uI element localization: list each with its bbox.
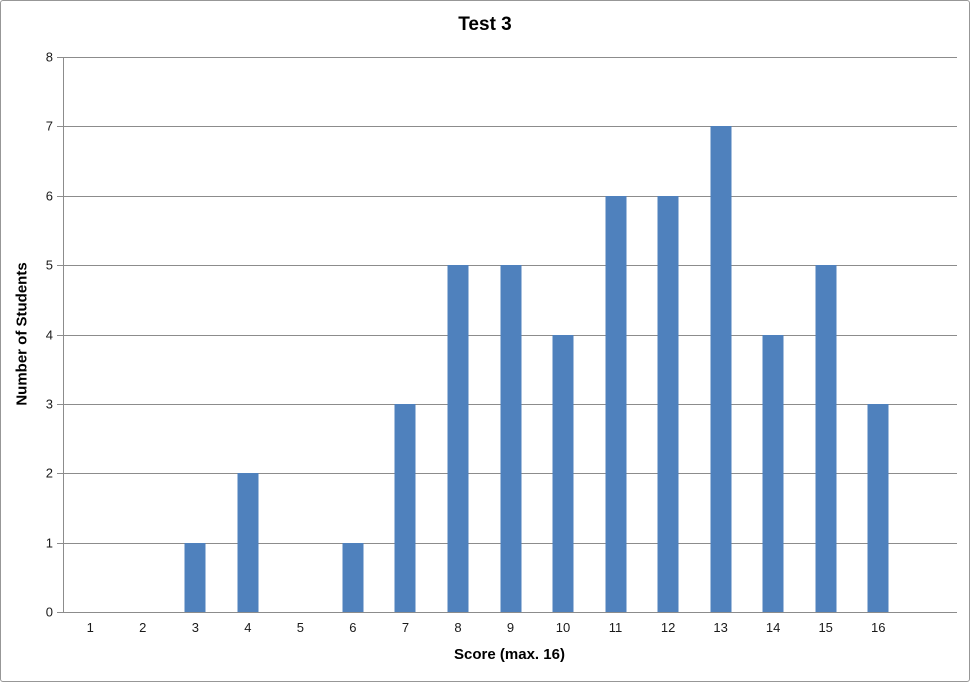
x-tick-label-8: 8 (454, 620, 462, 635)
bar-score-9 (500, 265, 521, 612)
y-axis-tick-marks (57, 57, 63, 613)
x-tick-label-6: 6 (349, 620, 357, 635)
y-tick-label-3: 3 (45, 396, 53, 412)
bar-score-14 (762, 334, 784, 612)
x-tick-label-7: 7 (401, 620, 410, 635)
x-axis-labels: 1 2 3 4 5 6 7 8 9 10 11 12 13 14 15 16 (64, 621, 957, 639)
bar-score-12 (657, 195, 679, 612)
bar-score-13 (710, 126, 732, 612)
y-axis-labels: 0 1 2 3 4 5 6 7 8 (1, 51, 53, 619)
bar-score-4 (237, 473, 259, 612)
y-tick-mark-0 (57, 612, 63, 613)
x-tick-label-10: 10 (555, 620, 571, 635)
y-tick-mark-6 (57, 195, 63, 197)
bar-score-11 (605, 195, 627, 612)
y-tick-mark-8 (57, 57, 63, 58)
y-tick-mark-4 (57, 334, 63, 336)
y-tick-label-6: 6 (45, 188, 53, 204)
y-tick-label-2: 2 (45, 465, 53, 481)
y-tick-label-8: 8 (45, 49, 53, 65)
gridline-y-8 (64, 57, 957, 58)
bar-score-16 (867, 403, 889, 612)
y-tick-mark-3 (57, 403, 63, 405)
bar-score-8 (447, 265, 469, 612)
x-tick-label-14: 14 (765, 620, 781, 635)
y-tick-mark-2 (57, 473, 63, 475)
y-tick-mark-7 (57, 126, 63, 128)
x-tick-label-13: 13 (713, 620, 728, 635)
x-tick-label-4: 4 (244, 620, 252, 635)
x-tick-label-3: 3 (191, 620, 199, 635)
x-axis-title: Score (max. 16) (454, 646, 565, 663)
chart-title: Test 3 (458, 14, 512, 35)
x-tick-label-15: 15 (818, 620, 833, 635)
y-tick-mark-1 (57, 542, 63, 544)
y-tick-label-0: 0 (45, 604, 53, 620)
x-tick-label-11: 11 (608, 620, 623, 635)
y-tick-label-7: 7 (45, 118, 53, 134)
bar-score-15 (815, 265, 837, 612)
x-tick-label-5: 5 (296, 620, 304, 635)
y-tick-mark-5 (57, 265, 63, 267)
x-tick-label-1: 1 (86, 620, 94, 635)
bar-score-10 (552, 334, 574, 612)
x-tick-label-12: 12 (660, 620, 676, 635)
x-tick-label-16: 16 (870, 620, 886, 635)
y-tick-label-1: 1 (45, 535, 53, 551)
bar-score-6 (342, 542, 364, 612)
gridline-y-7 (64, 126, 957, 128)
y-tick-label-5: 5 (45, 257, 53, 273)
plot-area (63, 57, 957, 613)
bar-score-3 (184, 542, 206, 612)
y-axis-title: Number of Students (13, 262, 31, 406)
x-tick-label-9: 9 (506, 620, 515, 635)
bar-score-7 (394, 403, 416, 612)
gridline-y-6 (64, 195, 957, 197)
y-tick-label-4: 4 (45, 327, 53, 342)
x-tick-label-2: 2 (139, 620, 147, 635)
